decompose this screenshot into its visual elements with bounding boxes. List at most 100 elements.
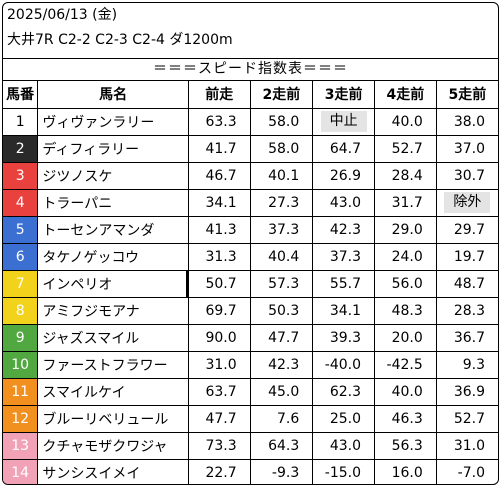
speed-index-2: 50.3 bbox=[250, 297, 314, 325]
speed-index-5: 52.7 bbox=[436, 405, 498, 433]
speed-index-2: -9.3 bbox=[250, 459, 314, 484]
speed-index-5: 36.9 bbox=[436, 378, 498, 406]
speed-index-1: 31.3 bbox=[188, 243, 251, 271]
speed-index-4: 46.3 bbox=[374, 405, 437, 433]
speed-index-4: 48.3 bbox=[374, 297, 437, 325]
speed-index-1: 41.3 bbox=[188, 216, 251, 244]
horse-number: 14 bbox=[3, 459, 39, 484]
speed-index-5: 除外 bbox=[436, 189, 498, 217]
speed-index-2: 40.4 bbox=[250, 243, 314, 271]
speed-index-3: 25.0 bbox=[312, 405, 375, 433]
horse-number: 9 bbox=[3, 324, 39, 352]
speed-index-2: 64.3 bbox=[250, 432, 314, 460]
speed-index-1: 46.7 bbox=[188, 162, 251, 190]
speed-index-3: 43.0 bbox=[312, 432, 375, 460]
speed-index-4: 28.4 bbox=[374, 162, 437, 190]
speed-index-3: 39.3 bbox=[312, 324, 375, 352]
horse-name: クチャモザクワジャ bbox=[37, 432, 189, 460]
race-status-badge: 除外 bbox=[444, 192, 491, 213]
column-header-3back: 3走前 bbox=[312, 81, 375, 109]
speed-index-table: 馬番 馬名 前走 2走前 3走前 4走前 5走前 1 ヴィヴァンラリー 63.3 58… bbox=[3, 81, 498, 484]
header-row: 馬番 馬名 前走 2走前 3走前 4走前 5走前 bbox=[3, 81, 498, 109]
speed-index-5: 29.7 bbox=[436, 216, 498, 244]
table-row: 9 ジャズスマイル 90.0 47.7 39.3 20.0 36.7 bbox=[3, 324, 498, 352]
table-row: 5 トーセンアマンダ 41.3 37.3 42.3 29.0 29.7 bbox=[3, 216, 498, 244]
speed-index-1: 90.0 bbox=[188, 324, 251, 352]
column-header-5back: 5走前 bbox=[436, 81, 498, 109]
speed-index-2: 47.7 bbox=[250, 324, 314, 352]
speed-index-4: 52.7 bbox=[374, 135, 437, 163]
speed-index-4: 24.0 bbox=[374, 243, 437, 271]
speed-index-5: 36.7 bbox=[436, 324, 498, 352]
table-row: 3 ジツノスケ 46.7 40.1 26.9 28.4 30.7 bbox=[3, 162, 498, 190]
table-row: 7 インペリオ 50.7 57.3 55.7 56.0 48.7 bbox=[3, 270, 498, 298]
column-header-4back: 4走前 bbox=[374, 81, 437, 109]
speed-index-2: 37.3 bbox=[250, 216, 314, 244]
horse-name: アミフジモアナ bbox=[37, 297, 189, 325]
horse-name: ジャズスマイル bbox=[37, 324, 189, 352]
speed-index-2: 58.0 bbox=[250, 108, 314, 136]
speed-index-5: 31.0 bbox=[436, 432, 498, 460]
table-row: 4 トラーパニ 34.1 27.3 43.0 31.7 除外 bbox=[3, 189, 498, 217]
horse-name: トーセンアマンダ bbox=[37, 216, 189, 244]
speed-index-1: 63.7 bbox=[188, 378, 251, 406]
table-row: 2 ディフィラリー 41.7 58.0 64.7 52.7 37.0 bbox=[3, 135, 498, 163]
speed-index-5: 9.3 bbox=[436, 351, 498, 379]
race-status-badge: 中止 bbox=[320, 111, 367, 132]
speed-index-3: 43.0 bbox=[312, 189, 375, 217]
speed-index-3: 64.7 bbox=[312, 135, 375, 163]
table-row: 1 ヴィヴァンラリー 63.3 58.0 中止 40.0 38.0 bbox=[3, 108, 498, 136]
speed-index-3: 55.7 bbox=[312, 270, 375, 298]
speed-index-1: 69.7 bbox=[188, 297, 251, 325]
horse-name: ブルーリベリュール bbox=[37, 405, 189, 433]
speed-index-4: -42.5 bbox=[374, 351, 437, 379]
horse-name: インペリオ bbox=[37, 270, 189, 298]
speed-index-3: 中止 bbox=[312, 108, 375, 136]
speed-index-2: 58.0 bbox=[250, 135, 314, 163]
speed-index-4: 16.0 bbox=[374, 459, 437, 484]
horse-number: 13 bbox=[3, 432, 39, 460]
horse-number: 11 bbox=[3, 378, 39, 406]
speed-index-1: 31.0 bbox=[188, 351, 251, 379]
column-header-number: 馬番 bbox=[3, 81, 39, 109]
speed-index-2: 27.3 bbox=[250, 189, 314, 217]
speed-index-4: 40.0 bbox=[374, 378, 437, 406]
speed-index-1: 22.7 bbox=[188, 459, 251, 484]
speed-index-3: -40.0 bbox=[312, 351, 375, 379]
table-row: 13 クチャモザクワジャ 73.3 64.3 43.0 56.3 31.0 bbox=[3, 432, 498, 460]
horse-number: 4 bbox=[3, 189, 39, 217]
speed-index-2: 7.6 bbox=[250, 405, 314, 433]
speed-index-3: 42.3 bbox=[312, 216, 375, 244]
speed-index-3: -15.0 bbox=[312, 459, 375, 484]
horse-number: 12 bbox=[3, 405, 39, 433]
horse-number: 5 bbox=[3, 216, 39, 244]
table-row: 6 タケノゲッコウ 31.3 40.4 37.3 24.0 19.7 bbox=[3, 243, 498, 271]
table-title: ＝＝＝スピード指数表＝＝＝ bbox=[3, 58, 498, 81]
speed-index-4: 31.7 bbox=[374, 189, 437, 217]
speed-index-4: 20.0 bbox=[374, 324, 437, 352]
speed-index-5: 37.0 bbox=[436, 135, 498, 163]
speed-index-5: -7.0 bbox=[457, 464, 485, 481]
speed-index-1: 73.3 bbox=[188, 432, 251, 460]
horse-name: サンシスイメイ bbox=[37, 459, 189, 484]
speed-index-4: 56.3 bbox=[374, 432, 437, 460]
speed-index-2: 40.1 bbox=[250, 162, 314, 190]
speed-index-1: 34.1 bbox=[188, 189, 251, 217]
table-row: 11 スマイルケイ 63.7 45.0 62.3 40.0 36.9 bbox=[3, 378, 498, 406]
speed-index-3: 37.3 bbox=[312, 243, 375, 271]
table-row: 12 ブルーリベリュール 47.7 7.6 25.0 46.3 52.7 bbox=[3, 405, 498, 433]
horse-name: ヴィヴァンラリー bbox=[37, 108, 189, 136]
horse-number: 10 bbox=[3, 351, 39, 379]
horse-name: ディフィラリー bbox=[37, 135, 189, 163]
speed-index-5: 48.7 bbox=[436, 270, 498, 298]
table-row: 8 アミフジモアナ 69.7 50.3 34.1 48.3 28.3 bbox=[3, 297, 498, 325]
horse-name: スマイルケイ bbox=[37, 378, 189, 406]
column-header-last: 前走 bbox=[188, 81, 251, 109]
speed-index-1: 47.7 bbox=[188, 405, 251, 433]
horse-number: 8 bbox=[3, 297, 39, 325]
horse-name: タケノゲッコウ bbox=[37, 243, 189, 271]
speed-index-1: 41.7 bbox=[188, 135, 251, 163]
speed-index-3: 34.1 bbox=[312, 297, 375, 325]
speed-index-5: 38.0 bbox=[436, 108, 498, 136]
horse-name: ファーストフラワー bbox=[37, 351, 189, 379]
